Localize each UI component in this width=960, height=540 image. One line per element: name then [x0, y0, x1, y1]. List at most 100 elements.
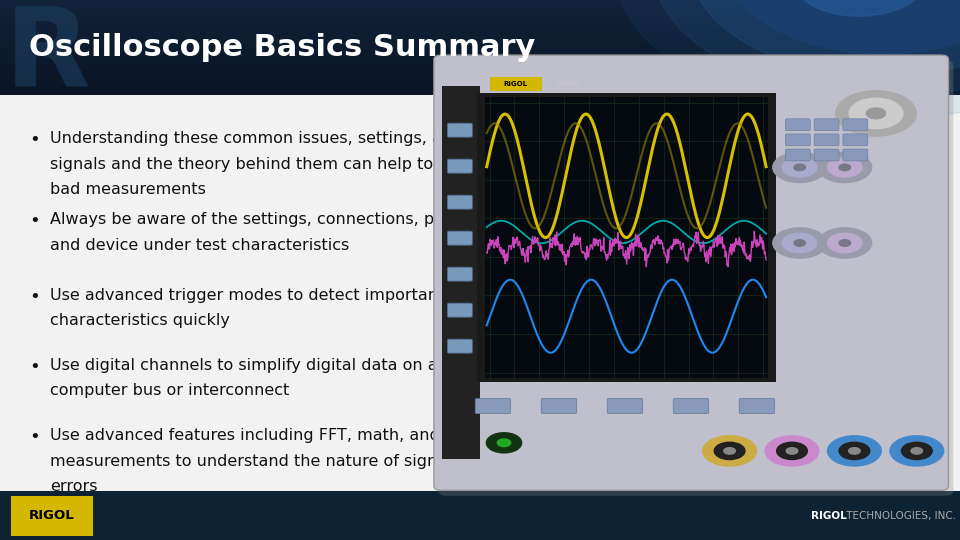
Circle shape [828, 158, 862, 177]
Circle shape [773, 152, 827, 183]
Bar [442, 86, 480, 459]
Text: measurements to understand the nature of signals and: measurements to understand the nature of… [50, 454, 495, 469]
Bar [0, 92, 960, 94]
Bar [0, 80, 960, 83]
Bar [0, 69, 960, 71]
Circle shape [786, 448, 798, 454]
Text: Understanding these common issues, settings, and: Understanding these common issues, setti… [50, 131, 463, 146]
Text: TECHNOLOGIES, INC.: TECHNOLOGIES, INC. [843, 511, 956, 521]
Bar [0, 62, 960, 64]
FancyBboxPatch shape [475, 399, 511, 414]
Circle shape [487, 433, 521, 453]
Text: and device under test characteristics: and device under test characteristics [50, 238, 349, 253]
Circle shape [782, 158, 817, 177]
FancyBboxPatch shape [447, 159, 472, 173]
Bar [0, 5, 960, 7]
Bar [0, 14, 960, 17]
Bar [0, 19, 960, 21]
Circle shape [911, 448, 923, 454]
Circle shape [782, 233, 817, 253]
Text: bad measurements: bad measurements [50, 182, 205, 197]
Bar [0, 38, 960, 40]
Circle shape [839, 164, 851, 171]
Bar [0, 90, 960, 92]
Bar [0, 59, 960, 62]
Bar [0, 78, 960, 80]
Text: •: • [29, 212, 39, 230]
Text: Use advanced trigger modes to detect important signal: Use advanced trigger modes to detect imp… [50, 288, 497, 303]
Bar [0, 7, 960, 10]
Text: Always be aware of the settings, connections, probes,: Always be aware of the settings, connect… [50, 212, 484, 227]
Bar [0, 64, 960, 66]
Text: •: • [29, 358, 39, 376]
Text: •: • [29, 131, 39, 149]
FancyBboxPatch shape [447, 303, 472, 317]
FancyBboxPatch shape [541, 399, 577, 414]
Bar [0, 12, 960, 14]
Circle shape [614, 0, 960, 119]
FancyBboxPatch shape [814, 134, 839, 146]
FancyBboxPatch shape [785, 134, 810, 146]
FancyBboxPatch shape [608, 399, 643, 414]
Bar [0, 85, 960, 87]
Circle shape [828, 436, 881, 466]
FancyBboxPatch shape [814, 149, 839, 161]
Bar [0, 28, 960, 31]
Text: errors: errors [50, 479, 97, 494]
FancyBboxPatch shape [434, 55, 948, 490]
Bar [0, 55, 960, 57]
Bar [0, 24, 960, 26]
Circle shape [703, 436, 756, 466]
Text: Oscilloscope Basics Summary: Oscilloscope Basics Summary [29, 33, 535, 62]
Bar [0, 66, 960, 69]
Bar [0, 71, 960, 73]
Circle shape [653, 0, 960, 97]
Text: computer bus or interconnect: computer bus or interconnect [50, 383, 289, 399]
Text: Use digital channels to simplify digital data on a: Use digital channels to simplify digital… [50, 358, 438, 373]
Text: R: R [5, 3, 90, 110]
Bar [0, 491, 960, 540]
Bar [0, 57, 960, 59]
Circle shape [794, 164, 805, 171]
Circle shape [794, 240, 805, 246]
FancyBboxPatch shape [785, 119, 810, 131]
Bar [0, 45, 960, 47]
Bar [0, 21, 960, 24]
Bar [0, 87, 960, 90]
FancyBboxPatch shape [739, 399, 775, 414]
Circle shape [730, 0, 960, 54]
FancyBboxPatch shape [447, 339, 472, 353]
Circle shape [818, 228, 872, 258]
FancyBboxPatch shape [447, 231, 472, 245]
Bar [0, 36, 960, 38]
Circle shape [839, 442, 870, 460]
Bar [485, 97, 768, 378]
FancyBboxPatch shape [447, 267, 472, 281]
Bar [0, 73, 960, 76]
Bar [477, 93, 776, 382]
FancyBboxPatch shape [843, 119, 868, 131]
Circle shape [828, 233, 862, 253]
Text: Use advanced features including FFT, math, and: Use advanced features including FFT, mat… [50, 428, 440, 443]
Circle shape [792, 0, 926, 16]
Bar [0, 94, 960, 491]
Bar [0, 43, 960, 45]
Text: •: • [29, 288, 39, 306]
Bar [0, 31, 960, 33]
Circle shape [835, 91, 917, 136]
Text: RIGOL: RIGOL [811, 511, 847, 521]
Circle shape [901, 442, 932, 460]
Bar [0, 50, 960, 52]
Bar [0, 47, 960, 50]
Bar [0, 40, 960, 43]
Circle shape [839, 240, 851, 246]
Bar [0, 33, 960, 36]
Text: characteristics quickly: characteristics quickly [50, 313, 229, 328]
Text: RIGOL: RIGOL [503, 80, 528, 87]
FancyBboxPatch shape [843, 149, 868, 161]
Bar [0, 26, 960, 29]
Circle shape [714, 442, 745, 460]
Circle shape [691, 0, 960, 76]
FancyBboxPatch shape [785, 149, 810, 161]
Circle shape [497, 439, 511, 447]
